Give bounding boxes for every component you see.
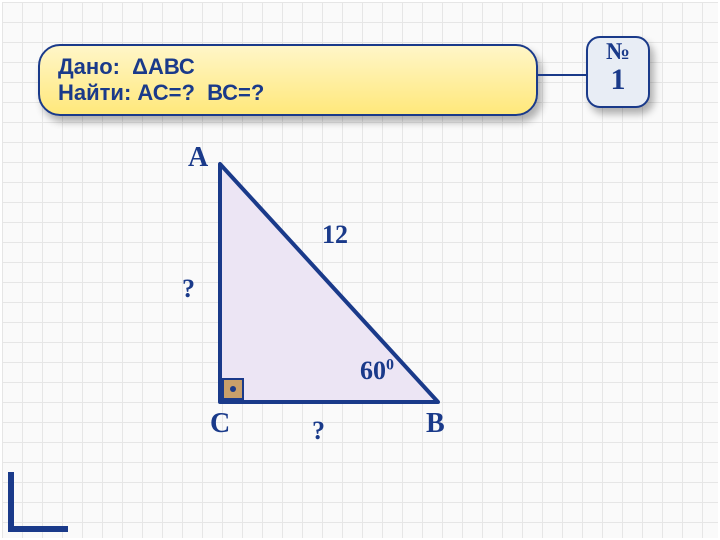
slide: Дано: ΔАВС Найти: АС=? ВС=? № 1 A B C 12… [0,0,720,540]
corner-accent [8,472,68,532]
vertex-B-label: B [426,408,445,440]
angle-degree-sup: 0 [386,356,394,373]
side-AB-label: 12 [322,220,348,250]
angle-B-label: 600 [360,356,394,386]
task-number: 1 [588,65,648,95]
number-symbol: № [588,40,648,65]
vertex-A-label: A [188,142,208,174]
side-BC-question: ? [312,416,325,446]
side-AC-question: ? [182,274,195,304]
problem-statement-box: Дано: ΔАВС Найти: АС=? ВС=? [38,44,538,116]
vertex-C-label: C [210,408,230,440]
given-line-1: Дано: ΔАВС [58,54,518,80]
connector-line [538,74,590,76]
given-line-2: Найти: АС=? ВС=? [58,80,518,106]
task-number-badge: № 1 [586,36,650,108]
angle-value: 60 [360,356,386,385]
